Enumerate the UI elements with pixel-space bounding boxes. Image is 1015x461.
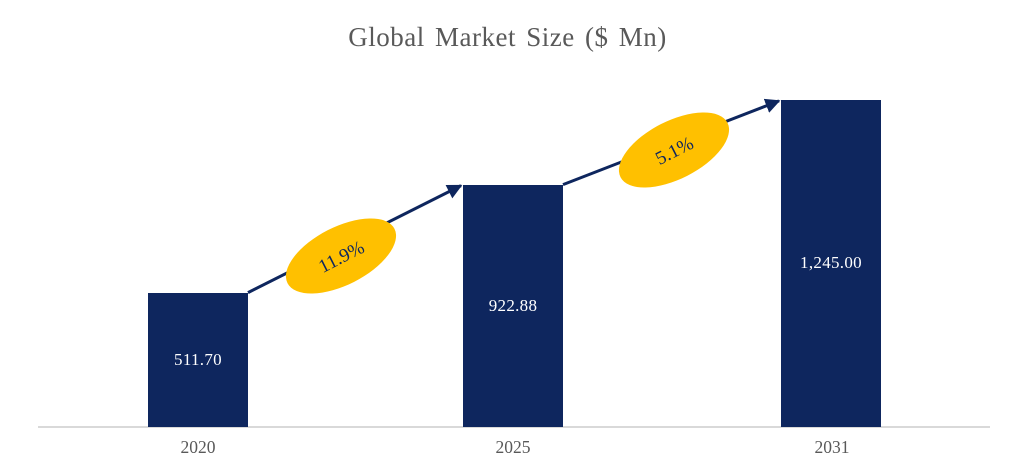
x-axis-label-2031: 2031 <box>814 437 850 457</box>
x-axis-label-2025: 2025 <box>495 437 531 457</box>
bar-value-label-2031: 1,245.00 <box>800 253 862 273</box>
bar-value-label-2020: 511.70 <box>174 349 222 369</box>
growth-badge-ellipse-icon <box>618 112 730 188</box>
bar-2025: 922.88 <box>463 184 563 427</box>
growth-arrow-2025-2031 <box>562 98 781 186</box>
growth-rate-badge-2: 5.1% <box>618 112 730 188</box>
bar-2020: 511.70 <box>148 292 248 427</box>
bar-2031: 1,245.00 <box>781 99 881 427</box>
growth-rate-badge-1: 11.9% <box>285 218 397 294</box>
bar-value-label-2025: 922.88 <box>488 295 538 315</box>
x-axis-line <box>38 426 990 428</box>
growth-badge-ellipse-icon <box>285 218 397 294</box>
growth-rate-label-2: 5.1% <box>652 133 697 170</box>
x-axis-label-2020: 2020 <box>180 437 216 457</box>
growth-arrow-2020-2025 <box>247 184 463 294</box>
growth-rate-label-1: 11.9% <box>315 237 368 278</box>
chart-title: Global Market Size ($ Mn) <box>348 22 667 52</box>
